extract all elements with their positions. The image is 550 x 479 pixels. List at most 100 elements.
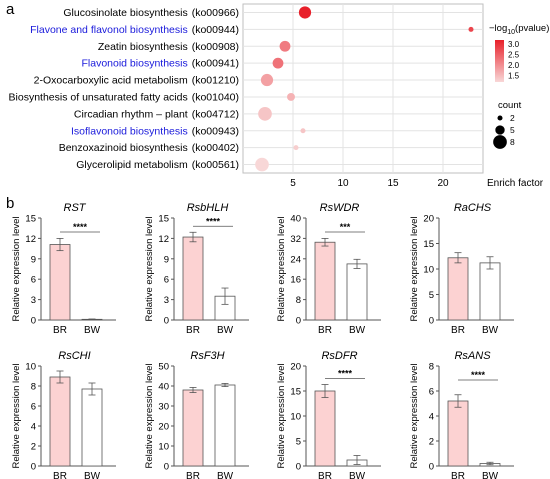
x-tick-label: BR — [318, 325, 332, 336]
y-tick-label: 0 — [31, 316, 36, 327]
significance-marker: *** — [340, 222, 351, 232]
size-legend-dot — [493, 135, 507, 149]
pathway-label: Biosynthesis of unsaturated fatty acids (… — [9, 91, 239, 103]
y-tick-label: 4 — [429, 412, 434, 423]
data-point — [287, 92, 295, 101]
pathway-name: Benzoxazinoid biosynthesis — [59, 142, 188, 154]
size-legend-label: 2 — [510, 113, 515, 123]
pathway-name: Zeatin biosynthesis — [98, 41, 188, 53]
y-axis-label: Relative expression level — [276, 363, 287, 468]
y-tick-label: 2 — [31, 442, 36, 453]
y-tick-label: 40 — [290, 214, 301, 225]
y-tick-label: 20 — [158, 422, 169, 433]
pathway-name: Biosynthesis of unsaturated fatty acids — [9, 91, 188, 103]
pathway-name: Flavonoid biosynthesis — [81, 58, 187, 70]
y-tick-label: 32 — [290, 234, 301, 245]
y-tick-label: 6 — [31, 402, 36, 413]
colorbar-tick-label: 2.0 — [508, 61, 520, 70]
y-tick-label: 9 — [164, 254, 169, 265]
y-tick-label: 0 — [31, 462, 36, 473]
y-axis-label: Relative expression level — [11, 363, 22, 468]
x-tick-label: 20 — [437, 178, 449, 189]
y-tick-label: 4 — [31, 422, 36, 433]
chart-title: RST — [64, 202, 87, 214]
x-tick-label: BW — [482, 471, 499, 479]
data-point — [293, 145, 299, 151]
x-tick-label: BW — [349, 325, 366, 336]
pathway-label: Benzoxazinoid biosynthesis (ko00402) — [59, 142, 239, 154]
y-tick-label: 8 — [429, 362, 434, 373]
y-axis-label: Relative expression level — [409, 363, 420, 468]
data-point — [272, 57, 284, 69]
pathway-code: (ko04712) — [192, 108, 239, 120]
pathway-name: Circadian rhythm – plant — [74, 108, 188, 120]
bar-br — [49, 244, 71, 321]
pathway-code: (ko00944) — [192, 24, 239, 36]
colorbar-title-prefix: −log — [489, 23, 507, 34]
pathway-code: (ko00966) — [192, 7, 239, 19]
colorbar-title-sub: 10 — [507, 29, 515, 36]
bar-chart-rswdr: RsWDR Relative expression level 0 8 16 24 32 40… — [276, 202, 381, 336]
x-tick-label: BR — [186, 471, 200, 479]
chart-title: RaCHS — [454, 202, 492, 214]
panel-a-label: a — [6, 1, 15, 18]
x-tick-label: BR — [53, 471, 67, 479]
y-tick-label: 0 — [429, 462, 434, 473]
y-tick-label: 30 — [158, 402, 169, 413]
bar-br — [447, 400, 469, 467]
x-tick-label: BR — [53, 325, 67, 336]
pathway-label: Zeatin biosynthesis (ko00908) — [98, 41, 239, 53]
size-legend-label: 5 — [510, 125, 515, 135]
pathway-label: Flavone and flavonol biosynthesis (ko0094… — [30, 24, 239, 36]
y-tick-label: 10 — [158, 442, 169, 453]
pathway-label: 2-Oxocarboxylic acid metabolism (ko01210) — [34, 75, 239, 87]
bar-chart-rachs: RaCHS Relative expression level 0 5 10 15 20 BR… — [409, 202, 514, 336]
bar-chart-rsf3h: RsF3H Relative expression level 0 10 20 30 40 5… — [144, 350, 249, 479]
size-legend-dot — [495, 125, 505, 135]
y-tick-label: 8 — [31, 382, 36, 393]
pathway-code: (ko00402) — [192, 142, 239, 154]
significance-marker: **** — [338, 369, 353, 379]
data-point — [298, 6, 312, 19]
data-point — [279, 40, 291, 52]
x-tick-label: BW — [84, 471, 101, 479]
x-tick-label: BR — [451, 325, 465, 336]
chart-title: RsF3H — [190, 350, 224, 362]
y-axis-label: Relative expression level — [144, 363, 155, 468]
colorbar-title-suffix: (pvalue) — [515, 23, 549, 34]
size-legend-label: 8 — [510, 137, 515, 147]
colorbar-title: −log10(pvalue) — [489, 23, 549, 36]
bar-bw — [214, 384, 236, 467]
significance-marker: **** — [471, 370, 486, 380]
chart-title: RsDFR — [321, 350, 357, 362]
enrichment-dot-plot: 5 10 15 20 Glucosinolate biosynthesis (ko0096… — [9, 3, 549, 189]
size-legend-title: count — [498, 100, 522, 111]
y-tick-label: 24 — [290, 254, 301, 265]
pathway-label: Flavonoid biosynthesis (ko00941) — [81, 58, 239, 70]
y-tick-label: 3 — [164, 295, 169, 306]
pathway-code: (ko00943) — [192, 125, 239, 137]
bar-bw — [346, 263, 368, 321]
x-tick-label: 15 — [387, 178, 399, 189]
y-tick-label: 15 — [25, 214, 36, 225]
y-tick-label: 6 — [429, 387, 434, 398]
bar-br — [182, 236, 204, 321]
y-tick-label: 0 — [429, 316, 434, 327]
y-tick-label: 0 — [296, 462, 301, 473]
bar-br — [447, 257, 469, 321]
bar-bw — [479, 262, 501, 321]
y-tick-label: 20 — [290, 362, 301, 373]
x-axis-label: Enrich factor — [487, 178, 544, 189]
bar-br — [182, 389, 204, 467]
size-legend-dot — [497, 115, 503, 121]
y-tick-label: 15 — [290, 387, 301, 398]
y-tick-label: 10 — [423, 265, 434, 276]
bar-bw — [81, 388, 103, 467]
y-tick-label: 0 — [164, 462, 169, 473]
pathway-label: Circadian rhythm – plant (ko04712) — [74, 108, 239, 120]
bar-br — [314, 241, 336, 321]
x-tick-label: BW — [217, 471, 234, 479]
colorbar-tick-label: 3.0 — [508, 40, 520, 49]
y-axis-label: Relative expression level — [144, 216, 155, 321]
